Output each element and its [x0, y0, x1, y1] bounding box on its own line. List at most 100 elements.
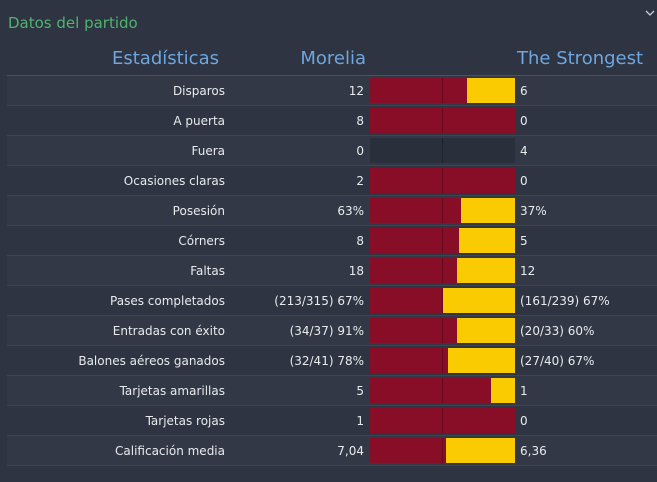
home-value: (32/41) 78% [289, 354, 364, 368]
home-value: 1 [356, 414, 364, 428]
away-value: (161/239) 67% [520, 294, 610, 308]
stat-label: Tarjetas rojas [145, 414, 225, 428]
bar-midline [442, 348, 443, 373]
header-away-team[interactable]: The Strongest [517, 48, 644, 69]
comparison-bar [370, 198, 515, 223]
away-value: 12 [520, 264, 536, 278]
away-bar-segment [459, 228, 515, 253]
home-value: 8 [356, 234, 364, 248]
home-value: 18 [348, 264, 364, 278]
stat-label: Calificación media [115, 444, 225, 458]
away-bar-segment [491, 378, 515, 403]
home-value: 12 [348, 84, 364, 98]
comparison-bar [370, 378, 515, 403]
stat-row: Disparos 12 6 [7, 76, 657, 106]
stat-label: Disparos [172, 84, 225, 98]
bar-midline [442, 438, 443, 463]
away-bar-segment [457, 258, 515, 283]
bar-midline [442, 198, 443, 223]
away-value: 6 [520, 84, 528, 98]
stat-row: A puerta 8 0 [7, 106, 657, 136]
away-value: (20/33) 60% [520, 324, 595, 338]
bar-midline [442, 378, 443, 403]
comparison-bar [370, 438, 515, 463]
home-value: 8 [356, 114, 364, 128]
stat-row: Tarjetas amarillas 5 1 [7, 376, 657, 406]
stat-label: Posesión [172, 204, 225, 218]
home-bar-segment [370, 198, 461, 223]
bar-midline [442, 408, 443, 433]
comparison-bar [370, 288, 515, 313]
away-value: 0 [520, 414, 528, 428]
home-bar-segment [370, 408, 515, 433]
home-bar-segment [370, 318, 457, 343]
home-value: 7,04 [337, 444, 364, 458]
comparison-bar [370, 168, 515, 193]
stat-row: Pases completados (213/315) 67% (161/239) … [7, 286, 657, 316]
stat-label: Fuera [191, 144, 225, 158]
stat-row: Balones aéreos ganados (32/41) 78% (27/40)… [7, 346, 657, 376]
stat-label: Balones aéreos ganados [78, 354, 225, 368]
comparison-bar [370, 78, 515, 103]
comparison-bar [370, 138, 515, 163]
home-value: (213/315) 67% [274, 294, 364, 308]
stat-row: Faltas 18 12 [7, 256, 657, 286]
chevron-down-icon[interactable] [645, 8, 655, 18]
comparison-bar [370, 258, 515, 283]
away-bar-segment [446, 438, 515, 463]
home-bar-segment [370, 348, 448, 373]
comparison-bar [370, 408, 515, 433]
away-bar-segment [443, 288, 515, 313]
comparison-bar [370, 108, 515, 133]
away-value: 5 [520, 234, 528, 248]
stat-row: Posesión 63% 37% [7, 196, 657, 226]
home-value: (34/37) 91% [289, 324, 364, 338]
home-value: 5 [356, 384, 364, 398]
stats-header-row: Estadísticas Morelia The Strongest [0, 48, 657, 74]
home-bar-segment [370, 168, 515, 193]
home-bar-segment [370, 228, 459, 253]
home-bar-segment [370, 378, 491, 403]
stat-label: Córners [178, 234, 225, 248]
away-bar-segment [461, 198, 515, 223]
away-bar-segment [467, 78, 515, 103]
bar-midline [442, 258, 443, 283]
bar-midline [442, 228, 443, 253]
home-bar-segment [370, 78, 467, 103]
stat-label: A puerta [173, 114, 225, 128]
stat-row: Calificación media 7,04 6,36 [7, 436, 657, 466]
away-value: 0 [520, 174, 528, 188]
away-value: 37% [520, 204, 547, 218]
bar-midline [442, 318, 443, 343]
stat-row: Tarjetas rojas 1 0 [7, 406, 657, 436]
bar-midline [442, 168, 443, 193]
stat-row: Ocasiones claras 2 0 [7, 166, 657, 196]
comparison-bar [370, 318, 515, 343]
bar-midline [442, 138, 443, 163]
bar-midline [442, 108, 443, 133]
away-value: 1 [520, 384, 528, 398]
home-bar-segment [370, 288, 443, 313]
stat-label: Ocasiones claras [123, 174, 225, 188]
home-value: 2 [356, 174, 364, 188]
home-value: 63% [337, 204, 364, 218]
away-bar-segment [457, 318, 515, 343]
bar-midline [442, 78, 443, 103]
bar-midline [442, 288, 443, 313]
header-home-team[interactable]: Morelia [300, 48, 366, 69]
away-value: 4 [520, 144, 528, 158]
header-statistics: Estadísticas [111, 48, 219, 69]
away-value: 0 [520, 114, 528, 128]
stat-label: Entradas con éxito [112, 324, 225, 338]
home-bar-segment [370, 108, 515, 133]
comparison-bar [370, 348, 515, 373]
stat-row: Entradas con éxito (34/37) 91% (20/33) 60% [7, 316, 657, 346]
stat-row: Córners 8 5 [7, 226, 657, 256]
stats-table: Disparos 12 6 A puerta 8 0 Fuera 0 4 Ocasiones cl… [7, 76, 657, 466]
away-value: (27/40) 67% [520, 354, 595, 368]
panel-title: Datos del partido [8, 14, 138, 32]
away-bar-segment [448, 348, 515, 373]
stat-row: Fuera 0 4 [7, 136, 657, 166]
stat-label: Pases completados [110, 294, 225, 308]
